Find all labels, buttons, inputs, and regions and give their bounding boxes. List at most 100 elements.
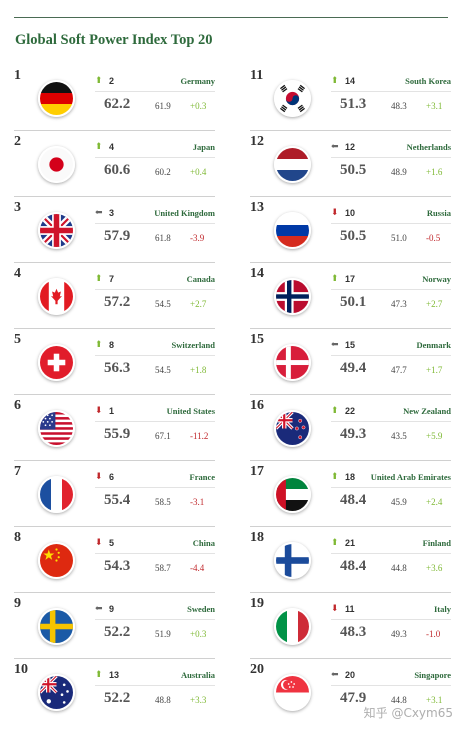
arrow-up-icon: ⬆: [331, 76, 339, 86]
previous-score: 58.7: [155, 563, 171, 573]
ranking-item: 1 ⬆ 2 Germany 62.2 61.9 +0.3: [14, 68, 234, 134]
row-separator: [95, 619, 215, 620]
previous-rank: 18: [345, 472, 356, 482]
row-separator: [331, 91, 451, 92]
score-value: 48.3: [340, 624, 367, 640]
row-separator: [95, 289, 215, 290]
row-separator: [331, 223, 451, 224]
previous-rank: 22: [345, 406, 356, 416]
score-value: 62.2: [104, 96, 131, 112]
rank-change-row: ⬆ 2 Germany: [95, 74, 215, 90]
previous-score: 48.9: [391, 167, 407, 177]
previous-score: 58.5: [155, 497, 171, 507]
score-change: -11.2: [190, 431, 209, 441]
country-name: Switzerland: [171, 340, 215, 350]
previous-rank: 5: [109, 538, 115, 548]
score-change: -4.4: [190, 563, 205, 573]
arrow-up-icon: ⬆: [331, 406, 339, 416]
score-change: +2.7: [190, 299, 207, 309]
item-divider: [14, 196, 215, 197]
previous-rank: 13: [109, 670, 120, 680]
rank-change-row: ⬅ 12 Netherlands: [331, 140, 451, 156]
score-change: +0.3: [190, 101, 207, 111]
rank-number: 3: [14, 200, 21, 215]
row-separator: [331, 553, 451, 554]
rank-change-row: ⬅ 9 Sweden: [95, 602, 215, 618]
arrow-up-icon: ⬆: [95, 274, 103, 284]
rank-change-row: ⬇ 6 France: [95, 470, 215, 486]
score-value: 52.2: [104, 690, 131, 706]
row-separator: [331, 355, 451, 356]
item-divider: [14, 394, 215, 395]
score-value: 57.2: [104, 294, 131, 310]
score-change: +2.4: [426, 497, 443, 507]
ranking-item: 11 ⬆ 14 South Korea 51.3 48.3 +3.1: [250, 68, 461, 134]
score-value: 48.4: [340, 558, 367, 574]
row-separator: [331, 421, 451, 422]
previous-score: 54.5: [155, 299, 171, 309]
previous-rank: 1: [109, 406, 115, 416]
previous-rank: 9: [109, 604, 115, 614]
previous-score: 47.7: [391, 365, 407, 375]
previous-score: 61.9: [155, 101, 171, 111]
country-name: Japan: [192, 142, 215, 152]
singapore-flag-icon: [274, 674, 311, 711]
rank-change-row: ⬅ 15 Denmark: [331, 338, 451, 354]
score-change: +0.3: [190, 629, 207, 639]
item-divider: [14, 526, 215, 527]
country-name: United Arab Emirates: [370, 472, 451, 482]
italy-flag-icon: [274, 608, 311, 645]
previous-score: 60.2: [155, 167, 171, 177]
rank-number: 2: [14, 134, 21, 149]
arrow-left-icon: ⬅: [95, 208, 103, 218]
country-name: Netherlands: [406, 142, 451, 152]
score-change: -3.9: [190, 233, 205, 243]
row-separator: [95, 91, 215, 92]
ranking-item: 17 ⬆ 18 United Arab Emirates 48.4 45.9 +2.4: [250, 464, 461, 530]
item-divider: [14, 592, 215, 593]
previous-rank: 7: [109, 274, 115, 284]
rank-number: 8: [14, 530, 21, 545]
ranking-item: 9 ⬅ 9 Sweden 52.2 51.9 +0.3: [14, 596, 234, 662]
row-separator: [95, 487, 215, 488]
score-value: 57.9: [104, 228, 131, 244]
france-flag-icon: [38, 476, 75, 513]
previous-rank: 20: [345, 670, 356, 680]
china-flag-icon: [38, 542, 75, 579]
rank-number: 13: [250, 200, 264, 215]
item-divider: [250, 592, 451, 593]
rank-number: 14: [250, 266, 264, 281]
rank-change-row: ⬆ 22 New Zealand: [331, 404, 451, 420]
previous-score: 44.8: [391, 695, 407, 705]
score-value: 55.9: [104, 426, 131, 442]
rank-number: 1: [14, 68, 21, 83]
rank-number: 9: [14, 596, 21, 611]
arrow-down-icon: ⬇: [95, 472, 103, 482]
score-value: 60.6: [104, 162, 131, 178]
previous-rank: 11: [345, 604, 355, 614]
country-name: Australia: [181, 670, 215, 680]
ranking-item: 12 ⬅ 12 Netherlands 50.5 48.9 +1.6: [250, 134, 461, 200]
rank-number: 12: [250, 134, 264, 149]
score-change: +1.8: [190, 365, 207, 375]
rank-change-row: ⬆ 8 Switzerland: [95, 338, 215, 354]
rank-number: 19: [250, 596, 264, 611]
rank-change-row: ⬆ 18 United Arab Emirates: [331, 470, 451, 486]
item-divider: [14, 130, 215, 131]
country-name: Germany: [180, 76, 215, 86]
denmark-flag-icon: [274, 344, 311, 381]
previous-score: 47.3: [391, 299, 407, 309]
ranking-item: 16 ⬆ 22 New Zealand 49.3 43.5 +5.9: [250, 398, 461, 464]
rank-change-row: ⬆ 17 Norway: [331, 272, 451, 288]
previous-rank: 6: [109, 472, 115, 482]
ranking-item: 4 ⬆ 7 Canada 57.2 54.5 +2.7: [14, 266, 234, 332]
previous-score: 67.1: [155, 431, 171, 441]
country-name: United Kingdom: [154, 208, 215, 218]
australia-flag-icon: [38, 674, 75, 711]
score-change: +2.7: [426, 299, 443, 309]
item-divider: [250, 130, 451, 131]
item-divider: [14, 460, 215, 461]
netherlands-flag-icon: [274, 146, 311, 183]
country-name: Sweden: [187, 604, 215, 614]
sweden-flag-icon: [38, 608, 75, 645]
